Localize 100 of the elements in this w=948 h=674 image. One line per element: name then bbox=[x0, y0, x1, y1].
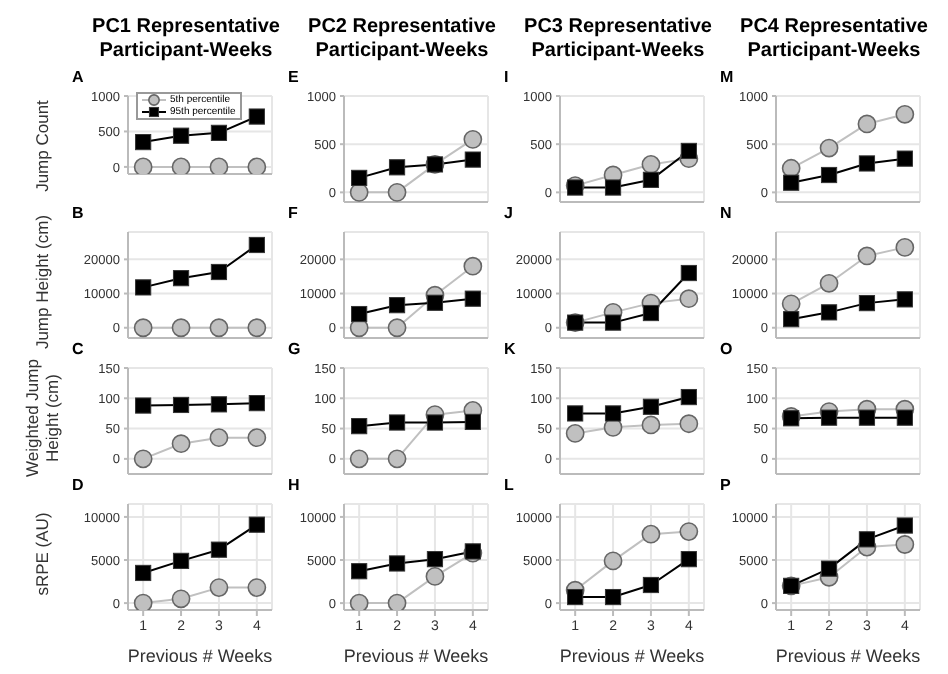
text: F bbox=[288, 204, 298, 222]
chart-title: PC1 Representative Participant-Weeks bbox=[90, 16, 282, 66]
point bbox=[895, 104, 915, 124]
text: M bbox=[720, 68, 734, 86]
point bbox=[604, 314, 622, 331]
point bbox=[896, 517, 913, 534]
point bbox=[641, 524, 661, 544]
point bbox=[464, 151, 481, 168]
point bbox=[247, 428, 267, 448]
x-axis-title: Previous # Weeks bbox=[559, 646, 706, 666]
point bbox=[641, 155, 661, 174]
point bbox=[679, 414, 699, 434]
point bbox=[171, 434, 191, 454]
point bbox=[171, 589, 191, 609]
point bbox=[819, 273, 839, 293]
point bbox=[210, 263, 228, 281]
point bbox=[388, 297, 406, 314]
point bbox=[135, 279, 152, 296]
point bbox=[172, 127, 190, 144]
point bbox=[857, 246, 877, 266]
point bbox=[426, 294, 444, 311]
point bbox=[858, 295, 876, 312]
point bbox=[426, 414, 444, 431]
point bbox=[135, 397, 152, 414]
point bbox=[248, 395, 265, 412]
point bbox=[464, 413, 481, 431]
point bbox=[463, 129, 483, 149]
point bbox=[642, 576, 660, 594]
point bbox=[604, 405, 622, 422]
text: I bbox=[504, 68, 509, 86]
point bbox=[388, 414, 406, 431]
text: H bbox=[288, 476, 300, 494]
point bbox=[247, 318, 267, 338]
chart-title: PC2 Representative Participant-Weeks bbox=[306, 16, 498, 66]
chart-title: PC3 Representative Participant-Weeks bbox=[522, 16, 714, 66]
y-axis-title: Weighted Jump Height (cm) bbox=[20, 357, 64, 481]
point bbox=[349, 593, 369, 610]
point bbox=[172, 552, 190, 569]
point bbox=[135, 133, 152, 151]
point bbox=[896, 150, 913, 167]
x-axis-title: Previous # Weeks bbox=[343, 646, 490, 666]
point bbox=[248, 108, 265, 125]
point bbox=[247, 578, 267, 597]
point bbox=[209, 428, 229, 448]
point bbox=[858, 531, 876, 548]
point bbox=[820, 304, 838, 321]
text: P bbox=[720, 476, 731, 494]
point bbox=[604, 588, 622, 606]
point bbox=[209, 318, 229, 338]
text: C bbox=[72, 340, 84, 358]
point bbox=[426, 551, 444, 568]
point bbox=[247, 157, 267, 174]
point bbox=[567, 405, 584, 422]
text: L bbox=[504, 476, 514, 494]
point bbox=[895, 237, 915, 257]
point bbox=[680, 388, 697, 406]
text: J bbox=[504, 204, 513, 222]
point bbox=[425, 566, 445, 586]
point bbox=[387, 449, 407, 469]
point bbox=[210, 541, 228, 558]
text: E bbox=[288, 68, 299, 86]
y-axis-title: Jump Height (cm) bbox=[30, 212, 54, 352]
point bbox=[679, 289, 699, 309]
y-axis-title: Jump Count bbox=[30, 98, 54, 196]
x-axis-title: Previous # Weeks bbox=[127, 646, 274, 666]
text: D bbox=[72, 476, 84, 494]
point bbox=[781, 294, 801, 314]
point bbox=[349, 449, 369, 469]
text: O bbox=[720, 340, 733, 358]
point bbox=[896, 291, 913, 308]
point bbox=[463, 256, 483, 276]
point bbox=[210, 396, 228, 413]
point bbox=[895, 535, 915, 554]
point bbox=[133, 449, 153, 469]
point bbox=[387, 593, 407, 610]
point bbox=[680, 264, 697, 282]
point bbox=[642, 171, 660, 188]
point bbox=[604, 179, 622, 196]
point bbox=[248, 516, 265, 533]
point bbox=[680, 142, 697, 160]
text: G bbox=[288, 340, 301, 358]
y-axis-title: sRPE (AU) bbox=[30, 510, 54, 600]
point bbox=[133, 593, 153, 610]
point bbox=[351, 169, 368, 187]
point bbox=[172, 270, 190, 287]
point bbox=[783, 311, 800, 328]
point bbox=[603, 551, 623, 571]
point bbox=[351, 305, 368, 323]
point bbox=[209, 157, 229, 174]
x-axis-title: Previous # Weeks bbox=[775, 646, 922, 666]
point bbox=[641, 415, 661, 435]
text: B bbox=[72, 204, 84, 222]
point bbox=[819, 138, 839, 158]
point bbox=[820, 560, 838, 577]
point bbox=[565, 424, 585, 443]
point bbox=[351, 418, 368, 435]
point bbox=[172, 396, 190, 414]
point bbox=[133, 318, 153, 338]
point bbox=[387, 318, 407, 338]
point bbox=[642, 398, 660, 415]
